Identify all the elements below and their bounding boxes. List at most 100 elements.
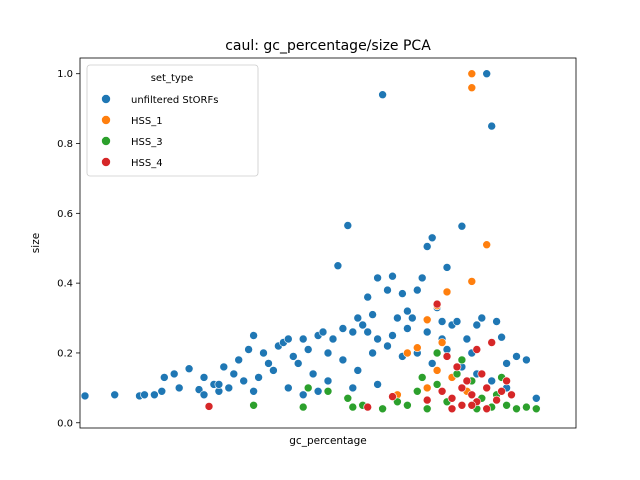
data-point xyxy=(398,289,407,298)
data-point xyxy=(442,287,452,297)
data-point xyxy=(383,341,392,351)
data-point xyxy=(412,343,422,353)
data-point xyxy=(477,369,487,379)
data-point xyxy=(249,386,258,396)
data-point xyxy=(482,383,492,393)
data-point xyxy=(497,332,506,342)
data-point xyxy=(432,366,442,375)
data-point xyxy=(472,345,482,354)
data-point xyxy=(432,299,442,309)
data-point xyxy=(194,385,204,394)
data-point xyxy=(482,69,492,78)
data-point xyxy=(422,327,432,337)
data-point xyxy=(283,383,293,393)
data-point xyxy=(288,352,298,361)
data-point xyxy=(239,376,248,386)
data-point xyxy=(199,390,209,400)
legend-items: unfiltered StORFs HSS_1 HSS_3 HSS_4 xyxy=(101,94,218,169)
data-point xyxy=(457,400,467,410)
data-point xyxy=(378,404,387,414)
data-point xyxy=(373,380,382,389)
legend-title: set_type xyxy=(151,73,194,84)
data-point xyxy=(363,327,373,337)
data-point xyxy=(403,306,412,316)
data-point xyxy=(338,324,348,333)
series-0 xyxy=(80,69,541,403)
data-point xyxy=(477,313,487,323)
data-point xyxy=(160,373,169,382)
data-point xyxy=(373,273,382,283)
data-point xyxy=(393,397,402,407)
plot-area: 0.0 0.2 0.4 0.6 0.8 1.0 xyxy=(57,57,577,429)
data-point xyxy=(204,402,214,411)
data-point xyxy=(348,327,358,337)
y-tick-label: 1.0 xyxy=(57,69,73,80)
data-point xyxy=(338,355,348,365)
legend-label: HSS_4 xyxy=(131,158,163,169)
data-point xyxy=(487,338,497,347)
data-point xyxy=(442,352,452,361)
data-point xyxy=(522,402,531,412)
data-point xyxy=(224,383,234,393)
data-point xyxy=(512,404,521,414)
series-1 xyxy=(393,69,492,400)
data-point xyxy=(457,221,467,231)
data-point xyxy=(502,376,511,386)
data-point xyxy=(298,334,308,344)
data-point xyxy=(323,386,333,396)
legend-marker xyxy=(101,157,111,167)
data-point xyxy=(467,277,477,286)
data-point xyxy=(497,386,506,396)
data-point xyxy=(457,355,467,365)
y-tick-label: 0.6 xyxy=(57,209,73,220)
data-point xyxy=(417,273,427,283)
data-point xyxy=(174,383,184,393)
data-point xyxy=(157,386,167,396)
data-point xyxy=(462,376,472,386)
y-axis: 0.0 0.2 0.4 0.6 0.8 1.0 xyxy=(57,69,80,429)
points-layer xyxy=(80,69,541,414)
legend-marker xyxy=(101,94,111,104)
data-point xyxy=(80,391,90,401)
data-point xyxy=(249,331,258,340)
data-point xyxy=(502,359,511,368)
data-point xyxy=(531,404,541,414)
data-point xyxy=(303,383,313,393)
data-point xyxy=(169,369,179,379)
y-tick-label: 0.0 xyxy=(57,418,73,429)
data-point xyxy=(412,386,422,396)
chart-title: caul: gc_percentage/size PCA xyxy=(225,38,431,54)
data-point xyxy=(254,373,263,382)
data-point xyxy=(308,369,318,379)
data-point xyxy=(259,348,268,358)
data-point xyxy=(452,317,462,326)
y-tick-label: 0.8 xyxy=(57,139,73,150)
x-axis-label: gc_percentage xyxy=(289,435,366,447)
data-point xyxy=(403,348,412,358)
data-point xyxy=(412,285,422,295)
data-point xyxy=(214,380,224,389)
data-point xyxy=(442,263,452,272)
data-point xyxy=(353,313,363,323)
data-point xyxy=(328,334,338,344)
legend-marker xyxy=(101,136,111,146)
data-point xyxy=(343,221,353,230)
data-point xyxy=(452,362,462,372)
data-point xyxy=(368,310,377,319)
data-point xyxy=(199,373,209,382)
data-point xyxy=(467,69,477,78)
data-point xyxy=(427,233,437,243)
data-point xyxy=(422,395,432,405)
legend-box xyxy=(86,64,259,177)
data-point xyxy=(531,393,541,403)
data-point xyxy=(140,390,149,400)
data-point xyxy=(358,320,368,330)
data-point xyxy=(264,359,273,368)
data-point xyxy=(303,345,313,354)
data-point xyxy=(482,404,492,414)
data-point xyxy=(343,393,353,403)
data-point xyxy=(229,369,239,379)
data-point xyxy=(298,390,308,400)
data-point xyxy=(353,366,363,375)
